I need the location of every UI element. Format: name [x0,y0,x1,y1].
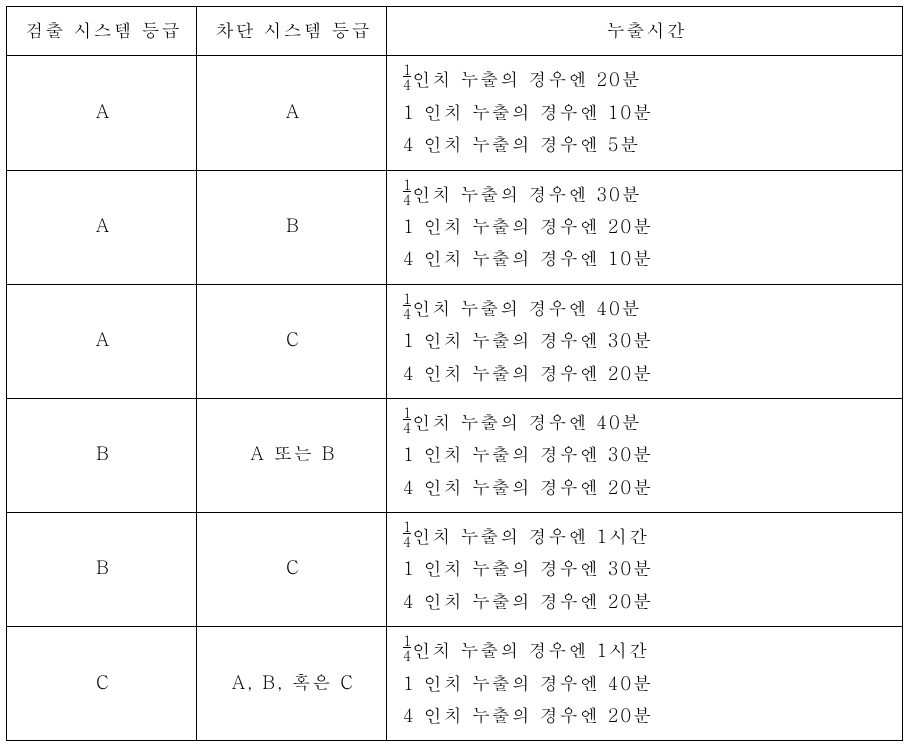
exposure-line: 4 인치 누출의 경우엔 20분 [403,358,894,390]
cell-exposure-time: 14인치 누출의 경우엔 30분1 인치 누출의 경우엔 20분4 인치 누출의… [387,170,903,284]
table-row: AB14인치 누출의 경우엔 30분1 인치 누출의 경우엔 20분4 인치 누… [7,170,903,284]
exposure-line: 14인치 누출의 경우엔 30분 [403,177,894,211]
exposure-line: 1 인치 누출의 경우엔 40분 [403,668,894,700]
exposure-line: 1 인치 누출의 경우엔 20분 [403,211,894,243]
fraction: 14 [403,62,411,91]
exposure-line: 14인치 누출의 경우엔 1시간 [403,633,894,667]
fraction: 14 [403,405,411,434]
exposure-line: 14인치 누출의 경우엔 40분 [403,291,894,325]
header-isolation-grade: 차단 시스템 등급 [197,7,387,56]
cell-exposure-time: 14인치 누출의 경우엔 1시간1 인치 누출의 경우엔 40분4 인치 누출의… [387,627,903,741]
exposure-line: 1 인치 누출의 경우엔 30분 [403,553,894,585]
table-row: BC14인치 누출의 경우엔 1시간1 인치 누출의 경우엔 30분4 인치 누… [7,513,903,627]
cell-isolation-grade: C [197,284,387,398]
cell-detection-grade: B [7,398,197,512]
exposure-line: 14인치 누출의 경우엔 40분 [403,405,894,439]
exposure-line: 1 인치 누출의 경우엔 30분 [403,439,894,471]
exposure-line: 1 인치 누출의 경우엔 10분 [403,97,894,129]
exposure-line: 4 인치 누출의 경우엔 20분 [403,472,894,504]
cell-isolation-grade: B [197,170,387,284]
table-row: BA 또는 B14인치 누출의 경우엔 40분1 인치 누출의 경우엔 30분4… [7,398,903,512]
cell-exposure-time: 14인치 누출의 경우엔 1시간1 인치 누출의 경우엔 30분4 인치 누출의… [387,513,903,627]
exposure-line: 4 인치 누출의 경우엔 5분 [403,129,894,161]
exposure-line: 4 인치 누출의 경우엔 20분 [403,700,894,732]
table-header-row: 검출 시스템 등급 차단 시스템 등급 누출시간 [7,7,903,56]
cell-detection-grade: A [7,56,197,170]
table-container: 검출 시스템 등급 차단 시스템 등급 누출시간 AA14인치 누출의 경우엔 … [0,0,909,747]
header-exposure-time: 누출시간 [387,7,903,56]
fraction: 14 [403,177,411,206]
cell-isolation-grade: C [197,513,387,627]
fraction: 14 [403,633,411,662]
cell-exposure-time: 14인치 누출의 경우엔 20분1 인치 누출의 경우엔 10분4 인치 누출의… [387,56,903,170]
cell-exposure-time: 14인치 누출의 경우엔 40분1 인치 누출의 경우엔 30분4 인치 누출의… [387,284,903,398]
exposure-line: 14인치 누출의 경우엔 1시간 [403,519,894,553]
table-row: CA, B, 혹은 C14인치 누출의 경우엔 1시간1 인치 누출의 경우엔 … [7,627,903,741]
cell-detection-grade: A [7,170,197,284]
cell-exposure-time: 14인치 누출의 경우엔 40분1 인치 누출의 경우엔 30분4 인치 누출의… [387,398,903,512]
exposure-line: 14인치 누출의 경우엔 20분 [403,62,894,96]
table-row: AC14인치 누출의 경우엔 40분1 인치 누출의 경우엔 30분4 인치 누… [7,284,903,398]
cell-isolation-grade: A [197,56,387,170]
fraction: 14 [403,519,411,548]
fraction: 14 [403,291,411,320]
exposure-line: 4 인치 누출의 경우엔 10분 [403,243,894,275]
header-detection-grade: 검출 시스템 등급 [7,7,197,56]
cell-isolation-grade: A 또는 B [197,398,387,512]
cell-detection-grade: B [7,513,197,627]
cell-detection-grade: A [7,284,197,398]
cell-isolation-grade: A, B, 혹은 C [197,627,387,741]
table-body: AA14인치 누출의 경우엔 20분1 인치 누출의 경우엔 10분4 인치 누… [7,56,903,741]
exposure-table: 검출 시스템 등급 차단 시스템 등급 누출시간 AA14인치 누출의 경우엔 … [6,6,903,741]
cell-detection-grade: C [7,627,197,741]
exposure-line: 4 인치 누출의 경우엔 20분 [403,586,894,618]
exposure-line: 1 인치 누출의 경우엔 30분 [403,325,894,357]
table-row: AA14인치 누출의 경우엔 20분1 인치 누출의 경우엔 10분4 인치 누… [7,56,903,170]
